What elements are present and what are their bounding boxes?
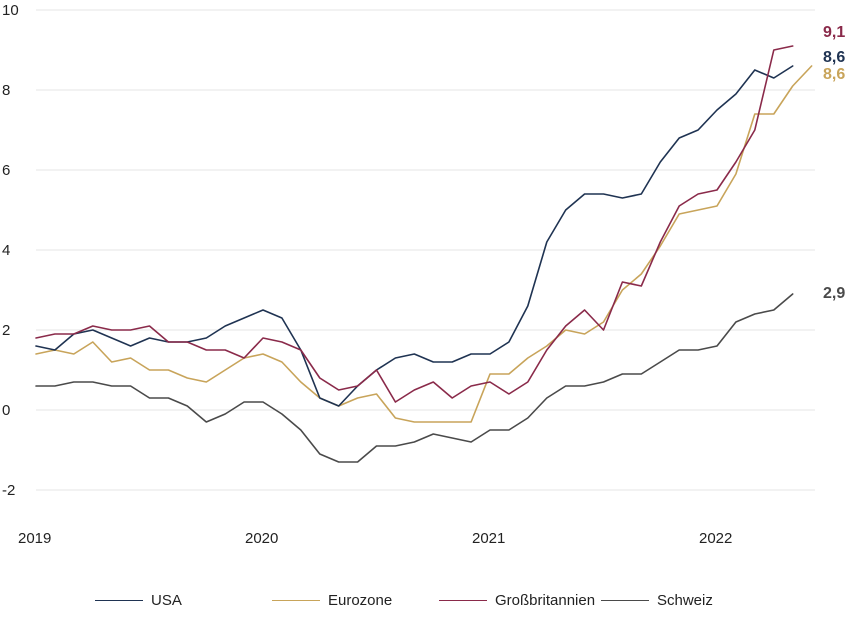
gridlines: [36, 9, 815, 491]
legend-item: Schweiz: [601, 592, 713, 609]
x-tick-label: 2022: [699, 530, 732, 547]
y-axis: 10 8 6 4 2 0 -2: [2, 2, 19, 499]
x-axis: 2019 2020 2021 2022: [18, 530, 732, 547]
legend-item: Großbritannien: [439, 592, 595, 609]
end-label: 8,6: [823, 49, 845, 66]
x-tick-label: 2019: [18, 530, 51, 547]
y-tick-label: 6: [2, 162, 10, 179]
series-line-gro-britannien: [35, 45, 794, 403]
series-line-schweiz: [35, 293, 794, 463]
legend-swatch: [95, 600, 143, 601]
series-lines: [35, 45, 813, 463]
end-label: 9,1: [823, 24, 845, 41]
series-line-eurozone: [35, 65, 813, 423]
end-label: 8,6: [823, 66, 845, 83]
y-tick-label: -2: [2, 482, 15, 499]
legend-swatch: [439, 600, 487, 601]
legend-label: Eurozone: [328, 592, 393, 609]
inflation-line-chart: 10 8 6 4 2 0 -2 2019 2020 2021 2022 8,68,6 9,1 2,9: [2, 2, 845, 547]
series-line-usa: [35, 65, 794, 407]
legend-label: Schweiz: [657, 592, 713, 609]
end-label: 2,9: [823, 285, 845, 302]
legend-label: Großbritannien: [495, 592, 596, 609]
legend-label: USA: [151, 592, 182, 609]
y-tick-label: 8: [2, 82, 10, 99]
y-tick-label: 4: [2, 242, 10, 259]
legend-item: Eurozone: [272, 592, 392, 609]
y-tick-label: 0: [2, 402, 10, 419]
y-tick-label: 2: [2, 322, 10, 339]
x-tick-label: 2021: [472, 530, 505, 547]
x-tick-label: 2020: [245, 530, 278, 547]
legend-item: USA: [95, 592, 182, 609]
legend: USA Eurozone Großbritannien Schweiz: [0, 592, 850, 614]
end-labels: 8,68,6 9,1 2,9: [823, 24, 845, 302]
legend-swatch: [272, 600, 320, 601]
legend-swatch: [601, 600, 649, 601]
y-tick-label: 10: [2, 2, 19, 19]
